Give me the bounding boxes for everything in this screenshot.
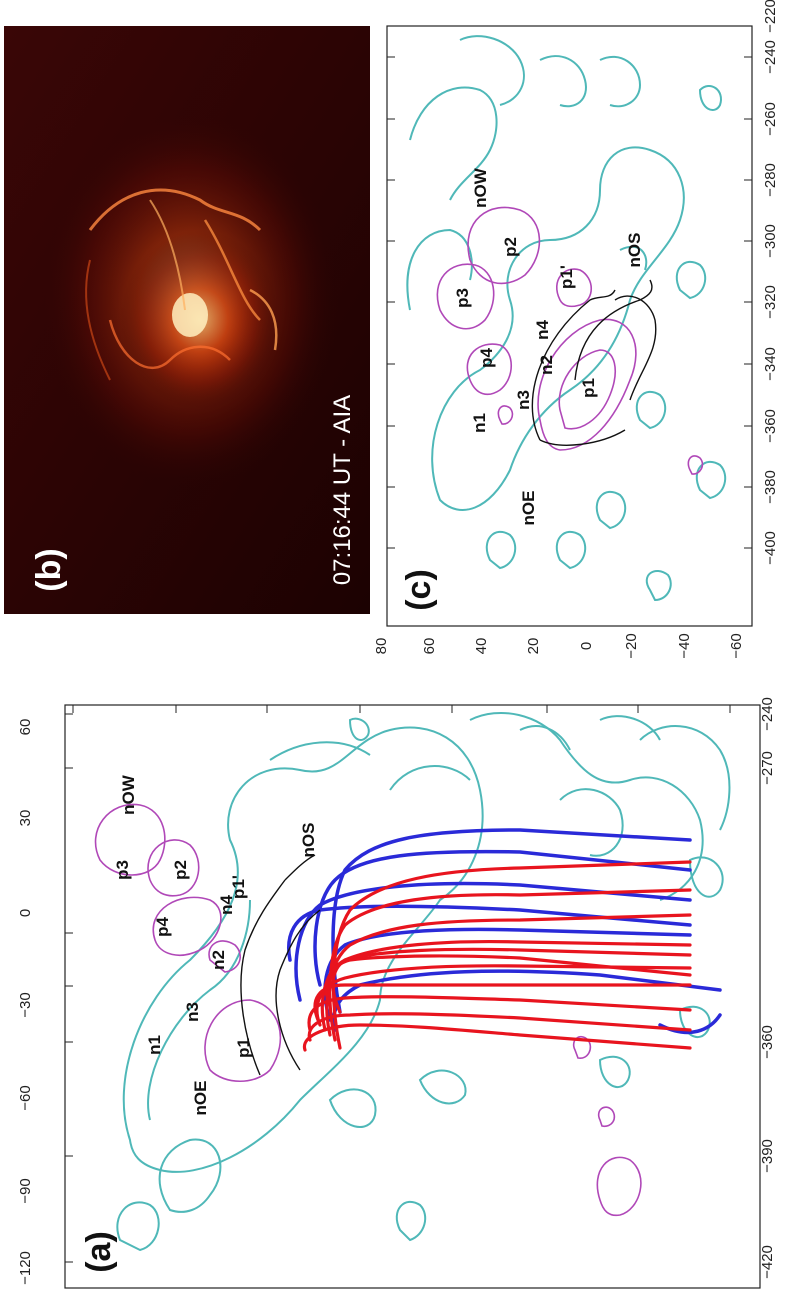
y-tick: 0 [578, 642, 595, 650]
region-label-p1-prime: p1' [557, 265, 576, 289]
x-tick: −240 [759, 697, 776, 731]
panel-c: 80 60 40 20 0 −20 −40 −60 −400 −380 −360… [373, 0, 779, 659]
x-tick: −340 [762, 347, 779, 381]
y-tick: −40 [676, 633, 693, 658]
y-tick: −60 [17, 1085, 34, 1110]
panel-a-red-field-lines [302, 860, 692, 1052]
region-label-p3: p3 [113, 860, 132, 880]
x-tick: −400 [762, 531, 779, 565]
region-label-nOE: nOE [519, 491, 538, 526]
y-tick: −30 [17, 992, 34, 1017]
y-tick: −120 [17, 1251, 34, 1285]
aia-flare-emission [40, 110, 340, 490]
region-label-n3: n3 [183, 1002, 202, 1022]
y-tick: 20 [525, 638, 542, 655]
panel-a-black-curves [240, 854, 321, 1076]
region-label-p2: p2 [171, 860, 190, 880]
x-tick: −320 [762, 285, 779, 319]
panel-a-y-ticks: 60 30 0 −30 −60 −90 −120 [17, 719, 34, 1285]
region-label-p2: p2 [501, 237, 520, 257]
x-tick: −260 [762, 102, 779, 136]
x-tick: −220 [762, 0, 779, 33]
y-tick: −60 [728, 633, 745, 658]
region-label-p1: p1 [234, 1038, 253, 1058]
panel-c-x-ticks: −400 −380 −360 −340 −320 −300 −280 −260 … [762, 0, 779, 565]
panel-c-region-labels: nOE n1 n3 n2 n4 p4 p3 p2 nOW p1 p1' nOS [453, 167, 644, 525]
panel-a-region-labels: nOE n1 n3 n2 p4 p3 p2 nOW n4 p1 p1' nOS [113, 774, 318, 1115]
panel-c-y-ticks: 80 60 40 20 0 −20 −40 −60 [373, 633, 745, 658]
x-tick: −360 [759, 1025, 776, 1059]
region-label-n1: n1 [470, 413, 489, 433]
region-label-n4: n4 [217, 895, 236, 915]
region-label-p3: p3 [453, 288, 472, 308]
x-tick: −420 [759, 1245, 776, 1279]
x-tick: −240 [762, 40, 779, 74]
region-label-n2: n2 [537, 355, 556, 375]
panel-c-label: (c) [400, 569, 438, 611]
region-label-n3: n3 [514, 390, 533, 410]
region-label-p1: p1 [579, 378, 598, 398]
panel-a-ticks [65, 705, 731, 1263]
panel-a-frame [64, 704, 761, 1289]
region-label-nOE: nOE [191, 1081, 210, 1116]
region-label-p1-prime: p1' [229, 875, 248, 899]
x-tick: −300 [762, 224, 779, 258]
aia-timestamp: 07:16:44 UT - AIA [329, 395, 356, 585]
x-tick: −270 [759, 751, 776, 785]
y-tick: 80 [373, 638, 390, 655]
panel-b-label: (b) [30, 548, 68, 591]
panel-a-negative-contours [116, 712, 731, 1252]
y-tick: 0 [17, 909, 34, 917]
panel-a-x-ticks: −420 −390 −360 −270 −240 [759, 697, 776, 1279]
region-label-nOS: nOS [299, 823, 318, 858]
y-tick: 60 [17, 719, 34, 736]
panel-c-negative-contours [406, 35, 727, 602]
x-tick: −360 [762, 409, 779, 443]
region-label-n4: n4 [533, 320, 552, 340]
region-label-nOS: nOS [625, 233, 644, 268]
region-label-n1: n1 [145, 1035, 164, 1055]
y-tick: −20 [623, 633, 640, 658]
region-label-nOW: nOW [471, 167, 490, 208]
panel-a-label: (a) [80, 1231, 118, 1273]
panel-c-frame [386, 25, 753, 627]
x-tick: −380 [762, 470, 779, 504]
panel-c-ticks [387, 56, 752, 549]
panel-b: (b) 07:16:44 UT - AIA [4, 26, 370, 614]
region-label-p4: p4 [477, 348, 496, 368]
region-label-nOW: nOW [119, 774, 138, 815]
x-tick: −390 [759, 1139, 776, 1173]
panel-c-positive-contours [436, 206, 704, 475]
panel-c-black-curves [531, 279, 657, 446]
region-label-n2: n2 [209, 950, 228, 970]
region-label-p4: p4 [153, 917, 172, 937]
x-tick: −280 [762, 163, 779, 197]
y-tick: 40 [473, 638, 490, 655]
panel-a-blue-field-lines [287, 828, 722, 1035]
y-tick: 60 [421, 638, 438, 655]
y-tick: 30 [17, 810, 34, 827]
y-tick: −90 [17, 1178, 34, 1203]
panel-a: 60 30 0 −30 −60 −90 −120 −420 −390 −360 … [17, 697, 776, 1289]
